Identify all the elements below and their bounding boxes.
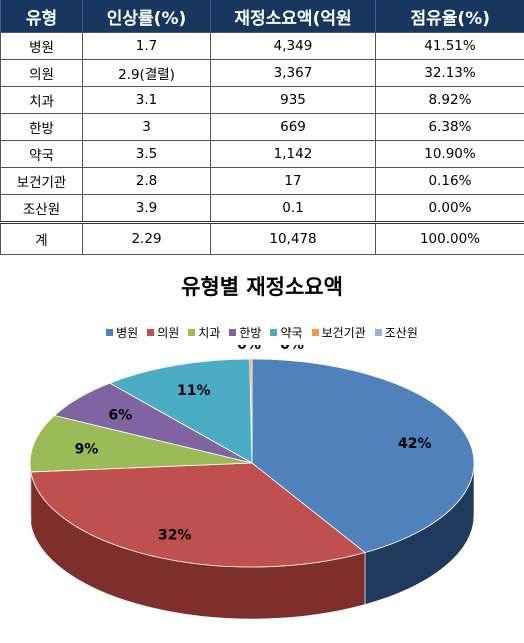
table-total-row: 계 2.29 10,478 100.00% (0, 221, 524, 255)
chart-title: 유형별 재정소요액 (181, 275, 343, 299)
total-share: 100.00% (375, 221, 524, 255)
legend-label: 한방 (239, 325, 262, 340)
legend-swatch (311, 328, 319, 336)
table-row: 병원 1.7 4,349 41.51% (0, 32, 524, 60)
legend-swatch (188, 328, 196, 336)
legend-label: 보건기관 (321, 325, 366, 340)
cell-type: 병원 (0, 32, 83, 60)
cell-share: 0.16% (375, 167, 524, 195)
legend-swatch (374, 328, 382, 336)
pie-data-label: 42% (398, 436, 432, 452)
cell-cost: 935 (210, 86, 376, 114)
cell-rate: 2.8 (82, 167, 211, 195)
chart-legend: 병원 의원 치과 한방 약국 보건기관 조산원 (0, 323, 524, 341)
total-cost: 10,478 (210, 221, 376, 255)
table-row: 치과 3.1 935 8.92% (0, 86, 524, 114)
table-row: 조산원 3.9 0.1 0.00% (0, 194, 524, 223)
cell-share: 41.51% (375, 32, 524, 60)
cell-rate: 3.9 (82, 194, 211, 223)
legend-item: 한방 (229, 324, 261, 341)
cell-cost: 0.1 (210, 194, 376, 223)
legend-label: 병원 (116, 325, 139, 340)
cell-type: 한방 (0, 113, 83, 141)
pie-data-label: 0% (237, 345, 261, 353)
legend-swatch (147, 328, 155, 336)
cell-rate: 1.7 (82, 32, 211, 60)
cell-rate: 3.1 (82, 86, 211, 114)
legend-item: 의원 (147, 324, 179, 341)
legend-item: 조산원 (374, 324, 418, 341)
cell-type: 약국 (0, 140, 83, 168)
cell-type: 보건기관 (0, 167, 83, 195)
table-row: 약국 3.5 1,142 10.90% (0, 140, 524, 168)
pie-data-label: 0% (280, 345, 304, 353)
cell-cost: 1,142 (210, 140, 376, 168)
legend-swatch (229, 328, 237, 336)
pie-slice-치과 (29, 415, 253, 473)
legend-item: 병원 (106, 324, 138, 341)
cell-share: 8.92% (375, 86, 524, 114)
cell-share: 10.90% (375, 140, 524, 168)
cell-rate: 3 (82, 113, 211, 141)
table-row: 한방 3 669 6.38% (0, 113, 524, 141)
legend-swatch (270, 328, 278, 336)
pie-slice-병원 (251, 358, 475, 553)
table-row: 의원 2.9(결렬) 3,367 32.13% (0, 59, 524, 87)
legend-label: 조산원 (384, 325, 418, 340)
legend-label: 약국 (280, 325, 303, 340)
legend-item: 보건기관 (311, 324, 366, 341)
total-rate: 2.29 (82, 221, 211, 255)
header-share: 점유율(%) (375, 0, 524, 33)
data-table: 유형 인상률(%) 재정소요액(억원 점유율(%) 병원 1.7 4,349 4… (0, 0, 524, 255)
header-cost: 재정소요액(억원 (210, 0, 376, 33)
pie-slice-약국 (108, 358, 253, 464)
cell-share: 0.00% (375, 194, 524, 223)
cell-share: 6.38% (375, 113, 524, 141)
cell-type: 조산원 (0, 194, 83, 223)
legend-label: 의원 (157, 325, 180, 340)
cell-rate: 2.9(결렬) (82, 59, 211, 87)
pie-slice-의원 (30, 462, 366, 568)
cell-cost: 17 (210, 167, 376, 195)
header-rate: 인상률(%) (82, 0, 211, 33)
table-header-row: 유형 인상률(%) 재정소요액(억원 점유율(%) (0, 0, 524, 33)
pie-data-label: 11% (177, 383, 211, 399)
legend-label: 치과 (198, 325, 221, 340)
cell-type: 의원 (0, 59, 83, 87)
pie-data-label: 6% (108, 408, 132, 424)
cell-rate: 3.5 (82, 140, 211, 168)
header-type: 유형 (0, 0, 83, 33)
pie-data-label: 9% (75, 442, 99, 458)
legend-item: 약국 (270, 324, 303, 341)
legend-item: 치과 (188, 324, 220, 341)
cell-cost: 669 (210, 113, 376, 141)
cell-cost: 4,349 (210, 32, 376, 60)
pie-data-label: 32% (158, 527, 192, 543)
cell-type: 치과 (0, 86, 83, 114)
table-row: 보건기관 2.8 17 0.16% (0, 167, 524, 195)
cell-share: 32.13% (375, 59, 524, 87)
cell-cost: 3,367 (210, 59, 376, 87)
pie-chart: 42% 32% 9% 6% 11% 0% 0% (29, 345, 475, 620)
legend-swatch (106, 328, 114, 336)
total-type: 계 (0, 221, 83, 255)
